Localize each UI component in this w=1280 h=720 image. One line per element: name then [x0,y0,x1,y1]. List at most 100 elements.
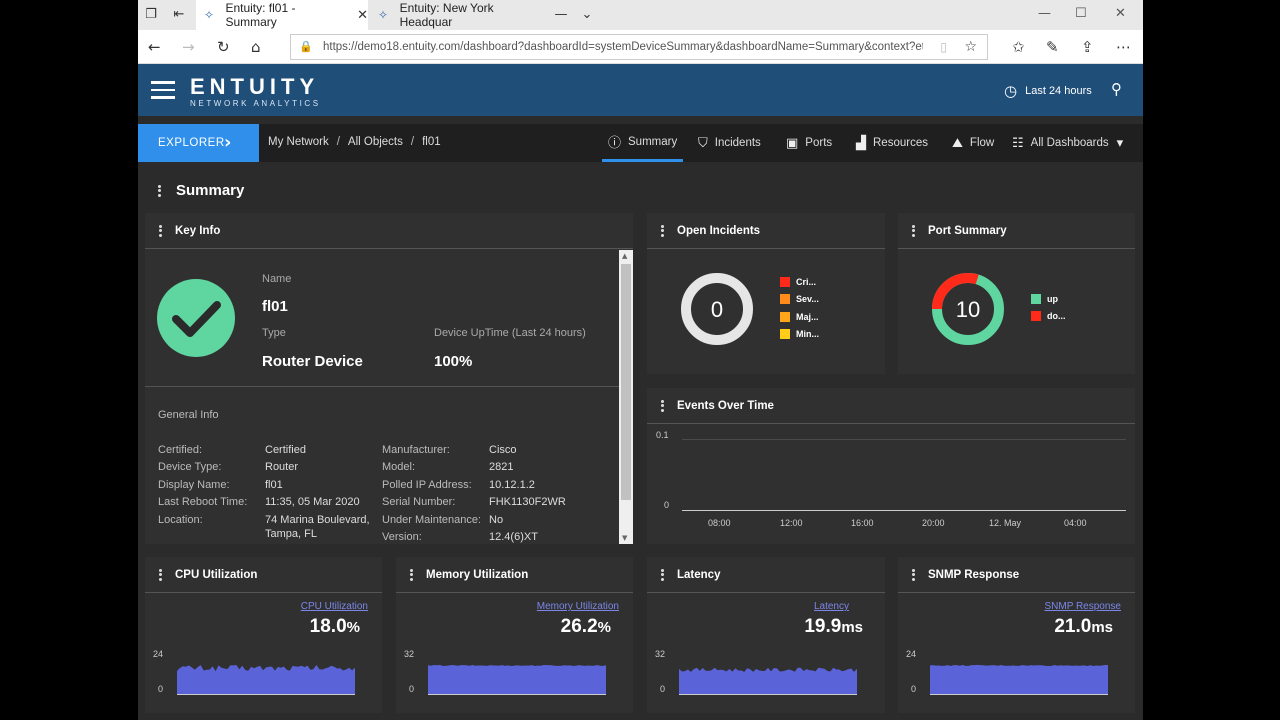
tab-list-chevron-icon[interactable]: ⌄ [581,7,593,22]
home-icon[interactable]: ⌂ [251,38,261,56]
port-donut-down-segment[interactable] [932,273,1004,345]
time-range-label: Last 24 hours [1025,85,1092,97]
port-donut[interactable]: 10 [931,272,1005,346]
panel-menu-kebab-icon[interactable] [159,567,163,582]
page-title: Summary [158,182,244,199]
latency-panel: Latency Latency 19.9ms 32 0 [647,557,885,713]
url-text[interactable]: https://demo18.entuity.com/dashboard?das… [323,41,923,53]
breadcrumb-my-network[interactable]: My Network [268,136,329,148]
divider [145,386,619,387]
legend-item-down[interactable]: do... [1031,308,1066,326]
legend-item-up[interactable]: up [1031,290,1066,308]
legend-item-critical[interactable]: Cri... [780,273,819,291]
metric-unit: % [346,619,360,636]
panel-header: Key Info [145,213,633,249]
legend-item-severe[interactable]: Sev... [780,291,819,309]
maximize-icon[interactable]: ☐ [1075,6,1087,21]
minimize-icon[interactable]: — [1038,6,1051,21]
back-icon[interactable]: ← [148,38,161,56]
key-info-panel: Key Info Name fl01 Type Router Device De… [145,213,633,544]
y-axis-tick: 0.1 [656,430,669,440]
new-tab-icon[interactable]: — [554,7,568,22]
share-icon[interactable]: ⇪ [1081,38,1094,56]
panel-header: Memory Utilization [396,557,633,593]
panel-title: Key Info [175,224,221,237]
chart-title-link[interactable]: Memory Utilization [536,601,619,612]
cpu-sparkline[interactable] [177,659,355,695]
incidents-donut[interactable]: 0 [680,272,754,346]
panel-header: Open Incidents [647,213,885,249]
metric-number: 19.9 [804,616,842,637]
legend-item-minor[interactable]: Min... [780,326,819,344]
tab-all-dashboards[interactable]: ☷ All Dashboards ▾ [1012,124,1123,162]
hamburger-menu-icon[interactable] [151,81,175,99]
tab-ports[interactable]: ▣ Ports [786,124,832,162]
breadcrumb-all-objects[interactable]: All Objects [347,136,403,148]
page-menu-kebab-icon[interactable] [158,183,162,198]
dashboard-nav: EXPLORER › My Network / All Objects / fl01 ⓘ… [138,124,1143,162]
x-axis-tick: 16:00 [851,518,874,528]
scroll-down-icon[interactable]: ▼ [622,534,628,542]
panel-header: Latency [647,557,885,593]
more-icon[interactable]: ⋯ [1116,38,1131,56]
y-axis-max: 32 [655,649,666,659]
field-value: FHK1130F2WR [489,496,566,508]
panel-menu-kebab-icon[interactable] [912,223,916,238]
panel-title: CPU Utilization [175,568,258,581]
y-axis-max: 24 [153,649,164,659]
scroll-up-icon[interactable]: ▲ [622,252,628,260]
y-axis-min: 0 [409,684,415,694]
tab-summary[interactable]: ⓘ Summary [602,124,684,162]
legend-item-major[interactable]: Maj... [780,308,819,326]
favorite-star-icon[interactable]: ☆ [964,39,977,55]
panel-header: Events Over Time [647,388,1135,424]
incidents-donut-ring [681,273,753,345]
forward-icon[interactable]: → [182,38,195,56]
set-tabs-aside-icon[interactable]: ⇤ [173,7,185,22]
key-info-scrollbar[interactable]: ▲ ▼ [619,250,633,544]
field-value: Certified [265,444,306,456]
y-axis-min: 0 [158,684,164,694]
url-input[interactable]: 🔒 https://demo18.entuity.com/dashboard?d… [290,34,988,60]
tab-resources[interactable]: ▟ Resources [856,124,928,162]
latency-sparkline[interactable] [679,659,857,695]
x-axis-tick: 20:00 [922,518,945,528]
metric-unit: % [597,619,611,636]
panel-menu-kebab-icon[interactable] [661,567,665,582]
chart-title-link[interactable]: CPU Utilization [300,601,368,612]
chart-title-link[interactable]: SNMP Response [1044,601,1121,612]
time-range-selector[interactable]: ◷ Last 24 hours [1004,82,1092,100]
field-value: 10.12.1.2 [489,479,535,491]
close-tab-icon[interactable]: ✕ [357,7,368,23]
name-label: Name [262,273,292,285]
memory-sparkline[interactable] [428,659,606,695]
browser-tab-new-york[interactable]: ✧ Entuity: New York Headquar [370,0,545,30]
uptime-label: Device UpTime (Last 24 hours) [434,327,586,339]
panel-menu-kebab-icon[interactable] [912,567,916,582]
browser-tab-summary[interactable]: ✧ Entuity: fl01 - Summary ✕ [196,0,368,30]
explorer-button[interactable]: EXPLORER › [138,124,259,162]
app-header: ENTUITY NETWORK ANALYTICS ◷ Last 24 hour… [138,64,1143,116]
refresh-icon[interactable]: ↻ [217,38,230,56]
tab-actions-icon[interactable]: ❐ [145,7,157,22]
panel-menu-kebab-icon[interactable] [159,223,163,238]
legend-label: Maj... [796,311,819,322]
logo-main-text: ENTUITY [190,74,320,99]
panel-menu-kebab-icon[interactable] [661,398,665,413]
tab-flow[interactable]: ⛰ Flow [952,124,994,162]
panel-menu-kebab-icon[interactable] [410,567,414,582]
search-icon[interactable]: ⚲ [1111,80,1122,98]
breadcrumb-fl01[interactable]: fl01 [422,136,441,148]
panel-menu-kebab-icon[interactable] [661,223,665,238]
snmp-sparkline[interactable] [930,659,1108,695]
reading-view-icon[interactable]: ▯ [940,40,947,54]
scrollbar-thumb[interactable] [621,264,631,500]
pen-icon[interactable]: ✎ [1046,38,1059,56]
close-window-icon[interactable]: ✕ [1115,6,1126,21]
page-title-text: Summary [176,182,245,199]
x-axis-tick: 04:00 [1064,518,1087,528]
chart-title-link[interactable]: Latency [813,601,849,612]
tab-incidents[interactable]: ⛉ Incidents [698,124,761,162]
favorites-icon[interactable]: ✩ [1012,38,1025,56]
metric-value: 19.9ms [804,616,863,638]
